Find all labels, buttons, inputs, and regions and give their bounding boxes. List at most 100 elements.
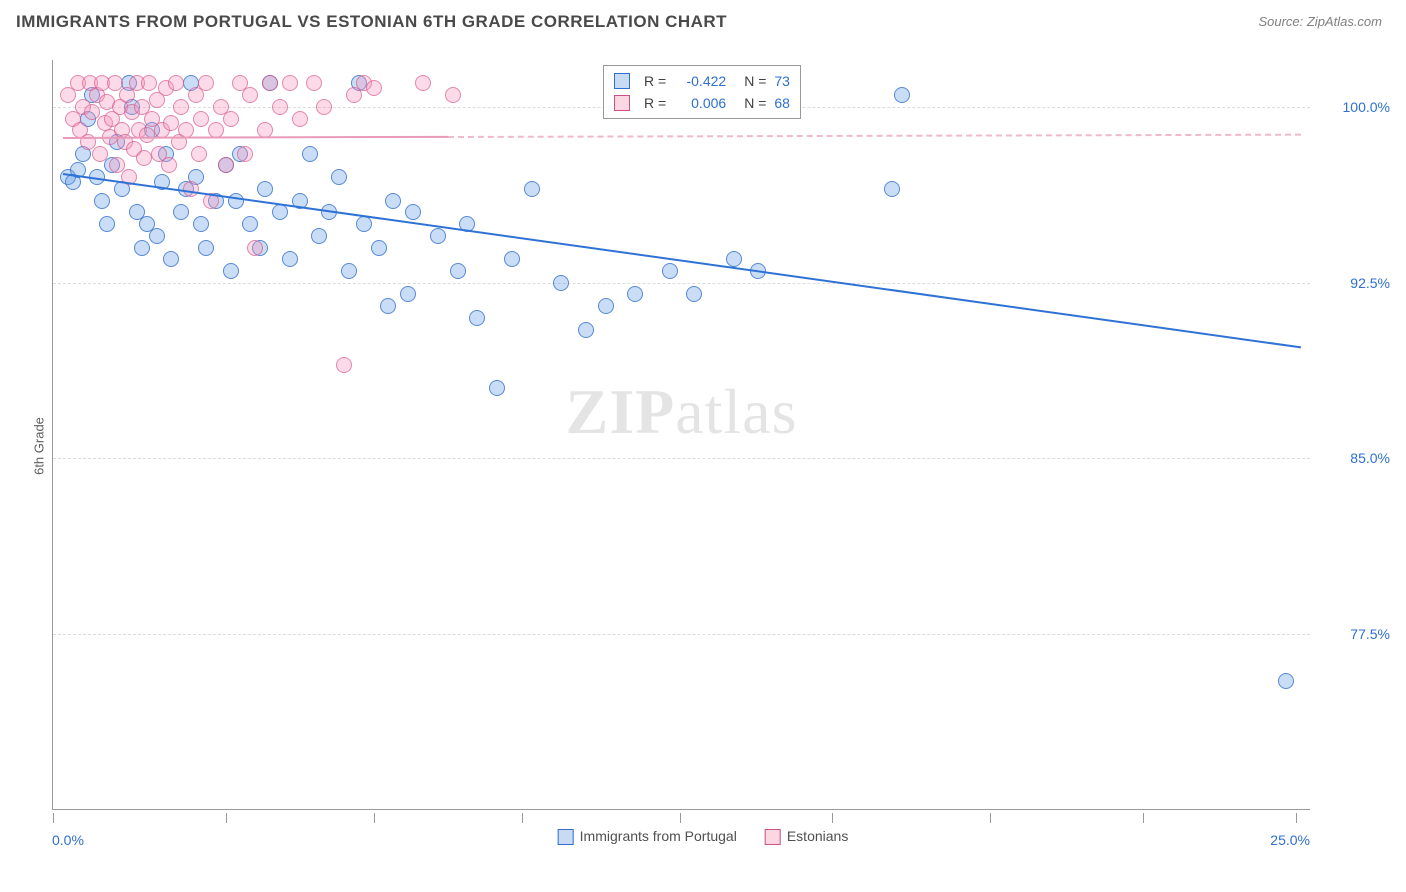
gridline (53, 283, 1310, 284)
scatter-point (302, 146, 318, 162)
source-attribution: Source: ZipAtlas.com (1258, 14, 1382, 29)
scatter-point (405, 204, 421, 220)
n-value: 73 (774, 70, 790, 92)
scatter-point (430, 228, 446, 244)
scatter-point (686, 286, 702, 302)
scatter-point (578, 322, 594, 338)
scatter-point (163, 115, 179, 131)
scatter-point (193, 111, 209, 127)
scatter-point (193, 216, 209, 232)
source-prefix: Source: (1258, 14, 1306, 29)
y-tick-label: 100.0% (1320, 99, 1390, 115)
x-tick (374, 813, 375, 823)
scatter-point (257, 181, 273, 197)
scatter-point (598, 298, 614, 314)
correlation-info-box: R =-0.422N =73R =0.006N =68 (603, 65, 801, 119)
scatter-point (161, 157, 177, 173)
n-label: N = (744, 70, 766, 92)
scatter-point (894, 87, 910, 103)
x-tick (1143, 813, 1144, 823)
scatter-point (242, 216, 258, 232)
scatter-point (183, 181, 199, 197)
scatter-point (450, 263, 466, 279)
scatter-point (134, 240, 150, 256)
scatter-point (311, 228, 327, 244)
scatter-point (191, 146, 207, 162)
scatter-point (272, 99, 288, 115)
scatter-point (223, 111, 239, 127)
gridline (53, 634, 1310, 635)
scatter-point (136, 150, 152, 166)
legend-label: Immigrants from Portugal (580, 828, 737, 844)
scatter-point (356, 216, 372, 232)
swatch-blue-icon (614, 73, 630, 89)
scatter-point (726, 251, 742, 267)
info-row: R =0.006N =68 (614, 92, 790, 114)
scatter-point (627, 286, 643, 302)
scatter-point (149, 228, 165, 244)
scatter-point (173, 99, 189, 115)
scatter-point (272, 204, 288, 220)
scatter-point (445, 87, 461, 103)
scatter-point (504, 251, 520, 267)
scatter-point (163, 251, 179, 267)
r-value: 0.006 (674, 92, 726, 114)
x-tick (832, 813, 833, 823)
scatter-point (884, 181, 900, 197)
scatter-point (380, 298, 396, 314)
info-row: R = -0.422 N = 73 (614, 70, 790, 92)
legend-bottom: Immigrants from Portugal Estonians (558, 828, 849, 845)
swatch-pink-icon (614, 95, 630, 111)
scatter-point (198, 240, 214, 256)
scatter-point (366, 80, 382, 96)
swatch-blue-icon (558, 829, 574, 845)
scatter-point (336, 357, 352, 373)
scatter-point (553, 275, 569, 291)
scatter-point (228, 193, 244, 209)
r-value: -0.422 (674, 70, 726, 92)
chart-title: IMMIGRANTS FROM PORTUGAL VS ESTONIAN 6TH… (16, 12, 727, 32)
plot-area: ZIPatlas 77.5%85.0%92.5%100.0%R =-0.422N… (52, 60, 1310, 810)
r-label: R = (644, 92, 666, 114)
scatter-point (92, 146, 108, 162)
y-tick-label: 85.0% (1320, 450, 1390, 466)
scatter-point (237, 146, 253, 162)
trend-line (448, 134, 1301, 138)
scatter-point (242, 87, 258, 103)
source-name: ZipAtlas.com (1307, 14, 1382, 29)
scatter-point (247, 240, 263, 256)
x-tick (680, 813, 681, 823)
scatter-point (262, 75, 278, 91)
legend-item-portugal: Immigrants from Portugal (558, 828, 737, 845)
scatter-point (218, 157, 234, 173)
scatter-point (524, 181, 540, 197)
x-axis-min-label: 0.0% (52, 832, 84, 848)
legend-item-estonians: Estonians (765, 828, 848, 845)
x-tick (226, 813, 227, 823)
y-tick-label: 92.5% (1320, 275, 1390, 291)
chart-container: IMMIGRANTS FROM PORTUGAL VS ESTONIAN 6TH… (0, 0, 1406, 892)
scatter-point (371, 240, 387, 256)
watermark: ZIPatlas (566, 375, 798, 449)
y-tick-label: 77.5% (1320, 626, 1390, 642)
r-label: R = (644, 70, 666, 92)
x-tick (522, 813, 523, 823)
x-tick (53, 813, 54, 823)
scatter-point (489, 380, 505, 396)
scatter-point (415, 75, 431, 91)
scatter-point (400, 286, 416, 302)
scatter-point (341, 263, 357, 279)
scatter-point (173, 204, 189, 220)
scatter-point (198, 75, 214, 91)
scatter-point (139, 127, 155, 143)
y-axis-label: 6th Grade (31, 417, 46, 475)
gridline (53, 458, 1310, 459)
scatter-point (469, 310, 485, 326)
scatter-point (1278, 673, 1294, 689)
scatter-point (168, 75, 184, 91)
scatter-point (662, 263, 678, 279)
scatter-point (331, 169, 347, 185)
scatter-point (282, 75, 298, 91)
x-axis-max-label: 25.0% (1270, 832, 1310, 848)
scatter-point (316, 99, 332, 115)
